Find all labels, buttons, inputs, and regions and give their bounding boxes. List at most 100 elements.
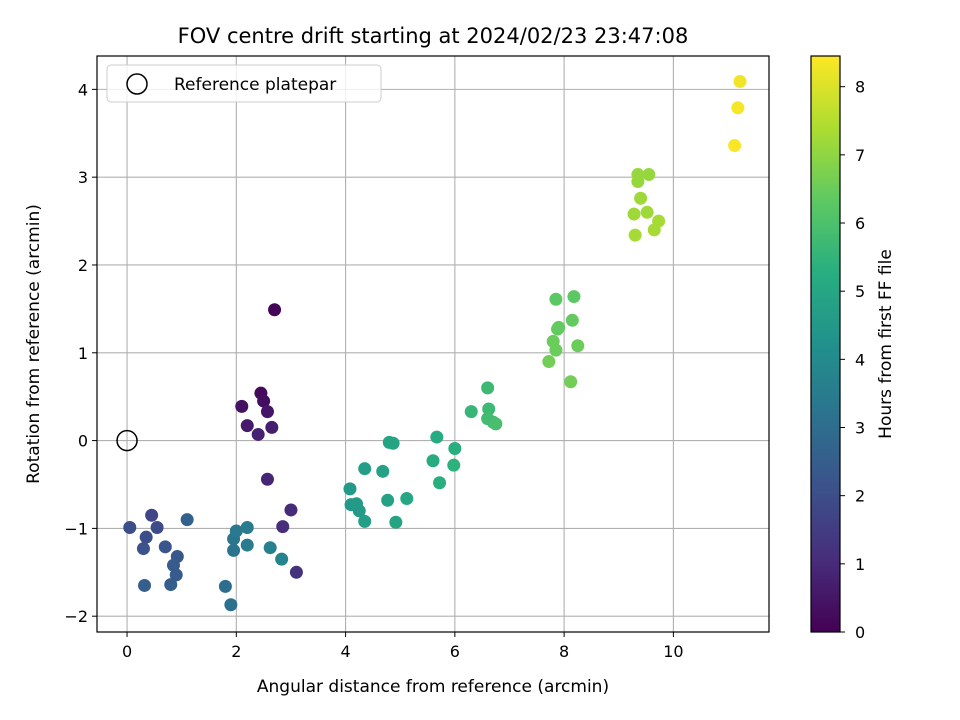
data-point: [352, 504, 366, 518]
x-tick-label: 0: [122, 642, 132, 661]
y-tick-label: 3: [78, 168, 88, 187]
data-point: [564, 375, 578, 389]
y-tick-label: −1: [64, 519, 88, 538]
data-point: [158, 540, 172, 554]
colorbar-tick-label: 6: [855, 214, 865, 233]
data-point: [634, 191, 648, 205]
data-point: [426, 454, 440, 468]
y-tick-label: 4: [78, 80, 88, 99]
y-tick-label: 2: [78, 256, 88, 275]
data-point: [164, 578, 178, 592]
data-point: [138, 578, 152, 592]
colorbar: 0 1 2 3 4 5 6 7 8 Hours from first FF file: [810, 55, 896, 642]
x-tick-label: 4: [340, 642, 350, 661]
x-axis-ticks: 0 2 4 6 8 10: [122, 632, 684, 661]
data-point: [627, 207, 641, 221]
x-tick-label: 2: [231, 642, 241, 661]
data-point: [386, 436, 400, 450]
colorbar-label: Hours from first FF file: [876, 249, 896, 439]
data-point: [139, 530, 153, 544]
colorbar-tick-label: 8: [855, 78, 865, 97]
data-point: [647, 223, 661, 237]
data-point: [376, 464, 390, 478]
colorbar-gradient: [811, 56, 840, 632]
data-point: [628, 228, 642, 242]
data-point: [728, 139, 742, 153]
colorbar-frame: [810, 55, 841, 633]
data-point: [549, 343, 563, 357]
data-point: [464, 405, 478, 419]
data-point: [448, 441, 462, 455]
data-point: [433, 476, 447, 490]
x-tick-label: 10: [663, 642, 683, 661]
data-point: [136, 542, 150, 556]
data-point: [284, 503, 298, 517]
data-point: [642, 168, 656, 182]
data-point: [229, 524, 243, 538]
colorbar-tick-label: 5: [855, 282, 865, 301]
legend-label: Reference platepar: [174, 75, 336, 95]
data-point: [150, 521, 164, 535]
y-tick-label: 0: [78, 432, 88, 451]
data-point: [227, 543, 241, 557]
data-points: [123, 74, 747, 612]
data-point: [145, 508, 159, 522]
chart-title: FOV centre drift starting at 2024/02/23 …: [178, 24, 689, 48]
data-point: [482, 402, 496, 416]
data-point: [169, 568, 183, 582]
data-point: [731, 101, 745, 115]
data-point: [240, 538, 254, 552]
data-point: [447, 458, 461, 472]
data-point: [430, 430, 444, 444]
data-point: [123, 521, 137, 535]
data-point: [489, 417, 503, 431]
data-point: [567, 290, 581, 304]
colorbar-tick-label: 7: [855, 146, 865, 165]
data-point: [289, 565, 303, 579]
data-point: [275, 552, 289, 566]
data-point: [733, 74, 747, 88]
data-point: [381, 493, 395, 507]
data-point: [257, 394, 271, 408]
data-point: [551, 322, 565, 336]
colorbar-tick-label: 1: [855, 555, 865, 574]
y-axis-ticks: −2 −1 0 1 2 3 4: [64, 80, 97, 626]
data-point: [263, 541, 277, 555]
legend: Reference platepar: [106, 64, 382, 103]
data-point: [565, 313, 579, 327]
data-point: [631, 175, 645, 189]
data-point: [640, 205, 654, 219]
data-point: [389, 515, 403, 529]
colorbar-tick-label: 4: [855, 350, 865, 369]
data-point: [571, 339, 585, 353]
reference-marker: [116, 429, 138, 452]
y-tick-label: 1: [78, 344, 88, 363]
colorbar-tick-label: 3: [855, 419, 865, 438]
data-point: [235, 399, 249, 413]
colorbar-tick-label: 2: [855, 487, 865, 506]
data-point: [218, 579, 232, 593]
data-point: [251, 427, 265, 441]
colorbar-tick-label: 0: [855, 623, 865, 642]
grid-lines: [97, 56, 769, 632]
data-point: [358, 462, 372, 476]
legend-box: [106, 64, 382, 103]
plot-frame: [96, 55, 770, 633]
x-axis-label: Angular distance from reference (arcmin): [257, 677, 609, 697]
data-point: [343, 482, 357, 496]
x-tick-label: 8: [559, 642, 569, 661]
data-point: [240, 521, 254, 535]
data-point: [268, 303, 282, 317]
data-point: [260, 472, 274, 486]
data-point: [180, 513, 194, 527]
data-point: [358, 514, 372, 528]
data-point: [542, 355, 556, 369]
data-point: [400, 492, 414, 506]
y-axis-label: Rotation from reference (arcmin): [24, 204, 44, 484]
data-point: [265, 420, 279, 434]
data-point: [224, 598, 238, 612]
x-tick-label: 6: [450, 642, 460, 661]
data-point: [260, 405, 274, 419]
y-tick-label: −2: [64, 607, 88, 626]
